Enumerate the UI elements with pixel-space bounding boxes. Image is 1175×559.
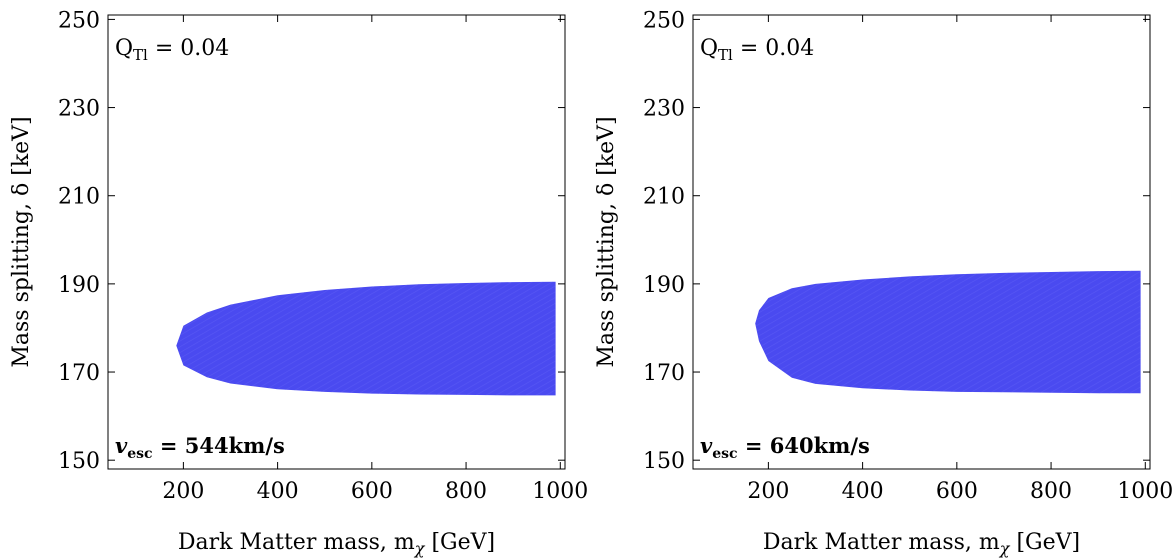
x-axis-title: Dark Matter mass, mχ [GeV] [178, 530, 495, 558]
y-tick-label: 210 [58, 185, 100, 210]
tick-group: 200 400 600 800 1000 150 170 190 210 230 250 [643, 8, 1173, 504]
x-axis-title-main: Dark Matter mass, m [178, 530, 415, 555]
x-axis-title-unit: [GeV] [1016, 530, 1080, 555]
allowed-region-group [176, 281, 556, 396]
q-annotation: QTl = 0.04 [115, 36, 229, 64]
x-tick-label: 200 [747, 479, 789, 504]
q-annotation-space [148, 36, 155, 61]
v-esc-annotation-value: = 640km/s [745, 433, 870, 458]
q-annotation-value: = 0.04 [155, 36, 229, 61]
y-tick-label: 150 [643, 449, 685, 474]
v-esc-annotation-subscript: esc [127, 446, 152, 462]
q-annotation-symbol: Q [115, 36, 133, 61]
v-esc-annotation-symbol: v [115, 433, 128, 458]
x-tick-label: 600 [351, 479, 393, 504]
x-axis-title-main: Dark Matter mass, m [763, 530, 1000, 555]
x-tick-label: 1000 [532, 479, 588, 504]
x-axis-title: Dark Matter mass, mχ [GeV] [763, 530, 1080, 558]
chart-panel-right: 200 400 600 800 1000 150 170 190 210 230 250 Mass … [594, 8, 1173, 558]
x-tick-label: 400 [842, 479, 884, 504]
x-tick-label: 600 [936, 479, 978, 504]
y-tick-label: 230 [58, 97, 100, 122]
x-tick-label: 800 [1030, 479, 1072, 504]
v-esc-annotation-symbol: v [700, 433, 713, 458]
v-esc-annotation: vesc = 640km/s [700, 433, 870, 462]
y-tick-label: 230 [643, 97, 685, 122]
x-axis-title-space [1009, 530, 1016, 555]
v-esc-annotation-subscript: esc [712, 446, 737, 462]
q-annotation-symbol: Q [700, 36, 718, 61]
allowed-region-texture [176, 281, 556, 396]
q-annotation-subscript: Tl [718, 46, 733, 64]
y-tick-label: 210 [643, 185, 685, 210]
q-annotation-space [733, 36, 740, 61]
y-axis-title: Mass splitting, δ [keV] [9, 116, 34, 367]
v-esc-annotation: vesc = 544km/s [115, 433, 285, 462]
y-tick-label: 190 [58, 273, 100, 298]
q-annotation: QTl = 0.04 [700, 36, 814, 64]
x-axis-title-unit: [GeV] [431, 530, 495, 555]
q-annotation-subscript: Tl [133, 46, 148, 64]
v-esc-annotation-value: = 544km/s [160, 433, 285, 458]
plot-frame [692, 14, 1151, 470]
y-tick-label: 170 [58, 361, 100, 386]
x-tick-label: 400 [257, 479, 299, 504]
y-tick-label: 250 [643, 8, 685, 33]
tick-group: 200 400 600 800 1000 150 170 190 210 230 250 [58, 8, 588, 504]
allowed-region-texture [755, 270, 1141, 394]
y-tick-label: 170 [643, 361, 685, 386]
x-tick-label: 1000 [1117, 479, 1173, 504]
x-axis-title-subscript: χ [999, 539, 1011, 558]
y-axis-title: Mass splitting, δ [keV] [594, 116, 619, 367]
q-annotation-value: = 0.04 [740, 36, 814, 61]
v-esc-annotation-space [738, 433, 745, 458]
y-tick-label: 250 [58, 8, 100, 33]
allowed-region-group [755, 270, 1141, 394]
x-tick-label: 800 [445, 479, 487, 504]
y-tick-label: 150 [58, 449, 100, 474]
y-tick-label: 190 [643, 273, 685, 298]
plot-frame [107, 14, 566, 470]
v-esc-annotation-space [153, 433, 160, 458]
chart-panel-left: 200 400 600 800 1000 150 170 190 210 230 250 Mass … [9, 8, 588, 558]
x-axis-title-subscript: χ [414, 539, 426, 558]
x-axis-title-space [424, 530, 431, 555]
x-tick-label: 200 [162, 479, 204, 504]
